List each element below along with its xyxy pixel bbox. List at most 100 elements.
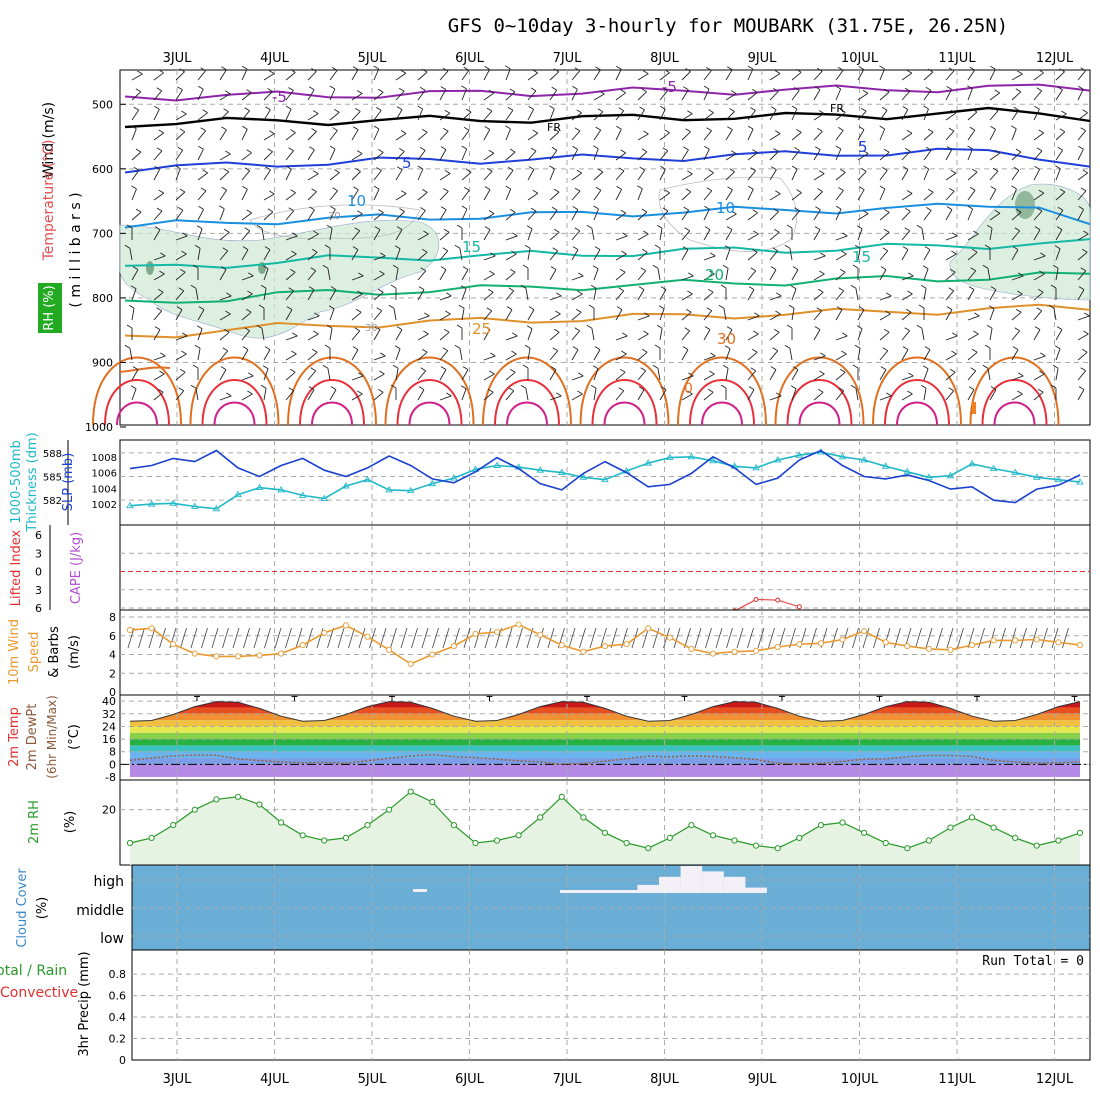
wind-barb-flag: [816, 307, 822, 312]
wind-barb-flag: [326, 224, 333, 229]
wind-barb: [527, 248, 531, 261]
wind-barb: [703, 70, 712, 81]
wind-barb-flag: [200, 67, 206, 72]
thickness-series-point: [126, 501, 134, 509]
upper-wind-barbs: [124, 65, 1090, 401]
wind-barb-flag: [400, 190, 407, 194]
wind-barb-flag: [688, 372, 694, 377]
wind-barb-flag: [440, 206, 447, 211]
wind-barb: [197, 348, 201, 361]
wind-barb-flag: [511, 350, 517, 355]
wind-barb: [241, 293, 253, 301]
cape-label: CAPE (J/kg): [69, 532, 84, 604]
surface-wind-barb: [978, 627, 985, 649]
diurnal-contour: [884, 379, 950, 426]
wind-barb: [945, 271, 956, 281]
wind-barb-flag: [922, 365, 929, 370]
wind-barb: [1033, 72, 1044, 81]
wind-barb-flag: [750, 167, 756, 172]
wind-barb-flag: [1080, 67, 1086, 72]
wind-barb: [351, 129, 359, 141]
wind-barb: [329, 70, 338, 81]
wind-barb: [241, 68, 248, 81]
precip-axis-label: 3hr Precip (mm): [77, 951, 92, 1056]
wind-barb: [813, 173, 825, 181]
wind-barb: [131, 109, 140, 121]
wind-barb-flag: [1014, 227, 1020, 232]
thickness-series-point: [881, 462, 890, 469]
wind-barb: [593, 268, 599, 281]
cloud-level-label: high: [93, 874, 124, 890]
pressure-tick-label: 700: [92, 227, 113, 240]
wind-barb-flag: [507, 106, 514, 111]
wind-barb: [197, 209, 204, 221]
thickness-series-point: [147, 500, 156, 507]
wind-barb: [989, 189, 997, 201]
wind-barb: [219, 189, 228, 201]
wind-barb-flag: [256, 224, 263, 229]
wind-barb: [681, 293, 693, 301]
wind-speed-series-point: [688, 645, 695, 652]
cloud-high-bar: [680, 866, 703, 893]
isotherm-line: [124, 271, 1091, 304]
diurnal-contour: [993, 401, 1036, 426]
wind-barb: [153, 329, 161, 341]
wind-barb: [1011, 128, 1017, 141]
rh-point: [1033, 842, 1040, 849]
wind-barb-flag: [750, 367, 756, 372]
wind-barb-flag: [181, 250, 187, 255]
wind-barb: [505, 170, 514, 181]
wind-barb: [835, 390, 845, 401]
wind-barb: [813, 273, 825, 281]
wind-barb-flag: [990, 126, 996, 130]
wind-barb-flag: [1052, 264, 1059, 269]
wind-barb-flag: [971, 348, 978, 353]
wind-barb-flag: [311, 128, 317, 132]
wind-barb-flag: [662, 207, 669, 212]
wind-barb-flag: [621, 350, 627, 355]
top-date-label: 6JUL: [455, 51, 485, 66]
wind-barb: [593, 349, 601, 361]
wind-barb-flag: [262, 265, 269, 270]
temp-tick-label: -8: [105, 771, 116, 784]
slp-tick-label: 1006: [92, 469, 117, 480]
wind-barb: [307, 333, 319, 341]
cloud-level-label: middle: [76, 903, 124, 919]
wind-barb: [879, 395, 892, 401]
wind-barb: [879, 313, 891, 321]
wind-speed-series-point: [753, 647, 760, 654]
wind-barb-flag: [418, 386, 425, 390]
wind-barb: [505, 211, 516, 221]
wind-barb-flag: [156, 147, 163, 152]
wind-barb: [505, 68, 511, 81]
wind-barb-flag: [440, 146, 447, 150]
wind-barb: [901, 72, 913, 81]
wind-barb-flag: [549, 165, 555, 170]
wind-barb: [153, 132, 164, 141]
wind-barb-flag: [858, 126, 865, 130]
wind-barb-flag: [660, 386, 667, 390]
wind-barb-flag: [704, 226, 711, 230]
wind-barb-flag: [948, 67, 955, 72]
wind-barb-flag: [906, 69, 913, 74]
wind-barb: [945, 130, 955, 141]
wind-barb: [527, 109, 534, 121]
wind-barb: [725, 111, 735, 121]
wind-barb-flag: [1059, 128, 1066, 133]
wind-barb-flag: [509, 88, 516, 93]
wind-barb: [417, 333, 429, 341]
wind-barb: [681, 131, 691, 141]
wind-barb: [241, 170, 251, 181]
wind-barb: [439, 350, 449, 361]
wind-barb-flag: [771, 166, 777, 171]
wind-barb-flag: [902, 346, 909, 350]
wind-barb-flag: [221, 186, 227, 191]
wind-barb: [307, 191, 317, 201]
wind-barb: [923, 288, 927, 301]
wind-barb: [571, 375, 584, 381]
wind-barb: [1077, 289, 1085, 301]
wind-barb: [219, 129, 227, 141]
wind-barb-flag: [815, 206, 821, 211]
wind-barb: [263, 388, 267, 401]
wind-barb-flag: [465, 108, 472, 113]
